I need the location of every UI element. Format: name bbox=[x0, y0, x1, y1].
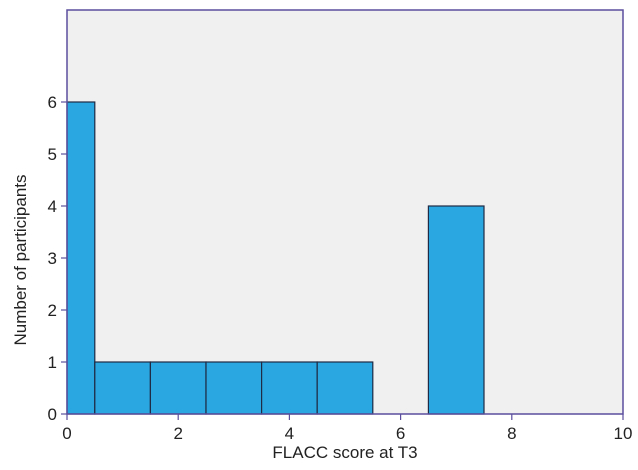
y-tick-label-6: 6 bbox=[48, 93, 57, 112]
x-tick-label-1: 2 bbox=[173, 424, 182, 443]
histogram-bar-6 bbox=[427, 205, 485, 415]
x-tick-label-4: 8 bbox=[507, 424, 516, 443]
y-axis-title: Number of participants bbox=[11, 174, 30, 345]
x-tick-label-0: 0 bbox=[62, 424, 71, 443]
x-tick-label-5: 10 bbox=[614, 424, 633, 443]
histogram-bar-4 bbox=[261, 361, 318, 415]
y-tick-label-3: 3 bbox=[48, 249, 57, 268]
histogram-bar-2 bbox=[149, 361, 207, 415]
y-tick-label-0: 0 bbox=[48, 405, 57, 424]
y-ticks-group: 0 1 2 3 4 5 6 bbox=[48, 93, 67, 424]
histogram-bar-3 bbox=[205, 361, 263, 415]
plot-background bbox=[67, 10, 623, 414]
histogram-bar-5 bbox=[316, 361, 374, 415]
y-tick-label-1: 1 bbox=[48, 353, 57, 372]
y-tick-label-2: 2 bbox=[48, 301, 57, 320]
x-tick-label-2: 4 bbox=[285, 424, 294, 443]
bars-group bbox=[66, 101, 485, 415]
x-tick-label-3: 6 bbox=[396, 424, 405, 443]
histogram-bar-1 bbox=[94, 361, 152, 415]
x-ticks-group: 0 2 4 6 8 10 bbox=[62, 414, 632, 443]
y-tick-label-4: 4 bbox=[48, 197, 57, 216]
plot-frame bbox=[66, 9, 624, 415]
y-tick-label-5: 5 bbox=[48, 145, 57, 164]
x-axis-title: FLACC score at T3 bbox=[272, 443, 417, 462]
histogram-bar-0 bbox=[66, 101, 96, 415]
